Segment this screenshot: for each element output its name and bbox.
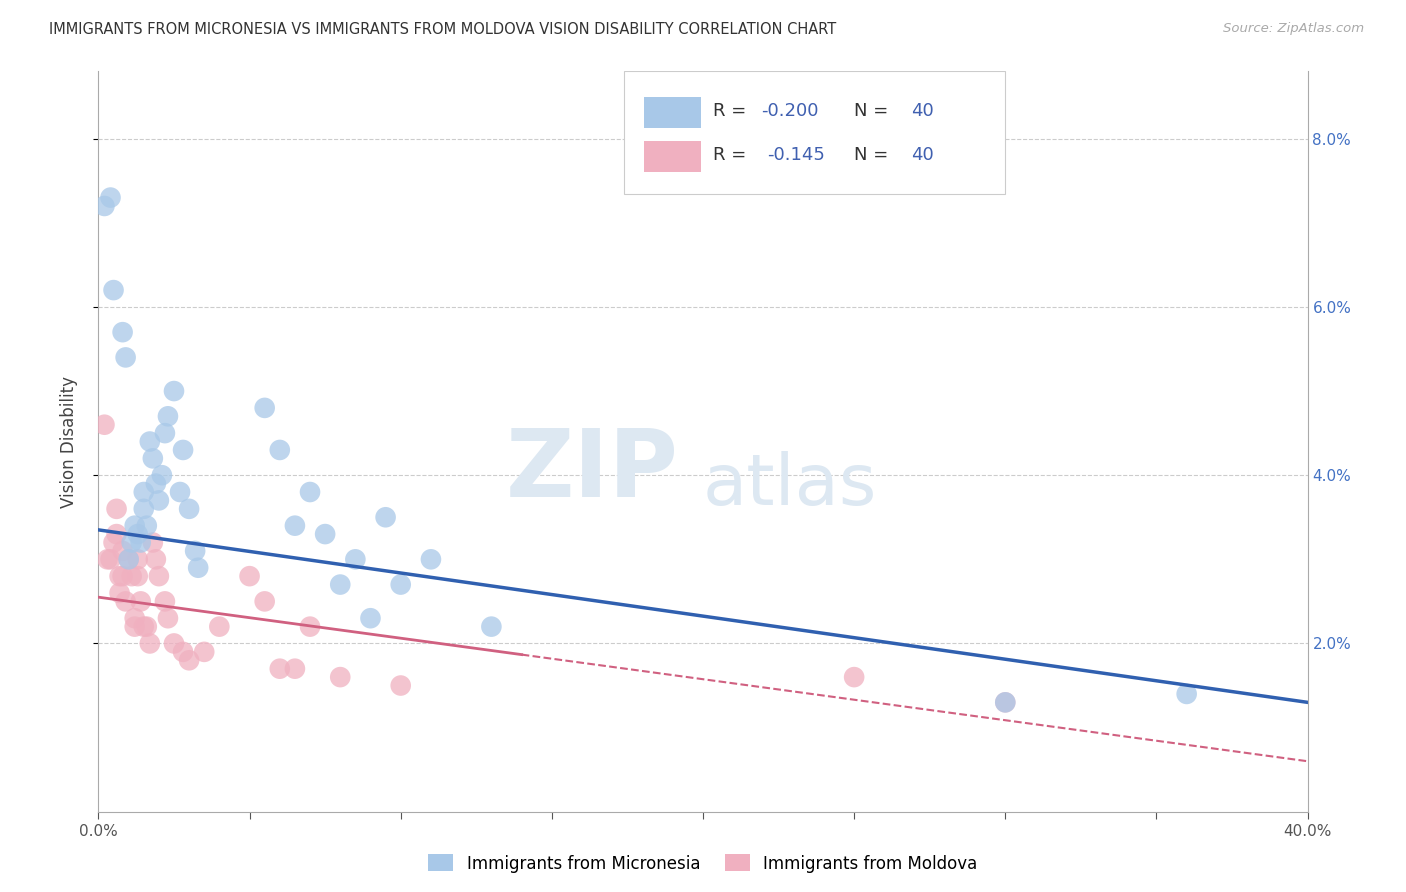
Point bbox=[253, 594, 276, 608]
Point bbox=[329, 670, 352, 684]
Point bbox=[163, 384, 186, 398]
Point bbox=[145, 476, 167, 491]
Text: -0.145: -0.145 bbox=[768, 146, 825, 164]
Point bbox=[360, 611, 382, 625]
Point bbox=[135, 619, 157, 633]
Point bbox=[124, 611, 146, 625]
Text: 40: 40 bbox=[911, 102, 934, 120]
Point bbox=[299, 619, 322, 633]
Point bbox=[269, 442, 291, 457]
Point bbox=[156, 409, 179, 424]
Y-axis label: Vision Disability: Vision Disability bbox=[59, 376, 77, 508]
Point bbox=[163, 636, 186, 650]
Point bbox=[127, 527, 149, 541]
Point bbox=[148, 493, 170, 508]
Point bbox=[124, 619, 146, 633]
Point bbox=[139, 434, 162, 449]
Point bbox=[284, 518, 307, 533]
Point bbox=[150, 468, 173, 483]
Point bbox=[118, 552, 141, 566]
Point bbox=[103, 283, 125, 297]
Point bbox=[127, 569, 149, 583]
FancyBboxPatch shape bbox=[644, 96, 700, 128]
Point bbox=[124, 518, 146, 533]
Point bbox=[994, 695, 1017, 709]
Point bbox=[329, 577, 352, 591]
Point bbox=[100, 552, 122, 566]
Text: N =: N = bbox=[855, 102, 894, 120]
Point bbox=[253, 401, 276, 415]
Point bbox=[114, 594, 136, 608]
Point bbox=[156, 611, 179, 625]
Point bbox=[344, 552, 367, 566]
Point bbox=[314, 527, 336, 541]
FancyBboxPatch shape bbox=[644, 141, 700, 172]
Point bbox=[105, 527, 128, 541]
Point bbox=[108, 569, 131, 583]
Point bbox=[111, 569, 134, 583]
Point bbox=[284, 662, 307, 676]
Legend: Immigrants from Micronesia, Immigrants from Moldova: Immigrants from Micronesia, Immigrants f… bbox=[422, 847, 984, 880]
Point bbox=[1175, 687, 1198, 701]
Text: R =: R = bbox=[713, 146, 758, 164]
Point bbox=[100, 190, 122, 204]
Point bbox=[145, 552, 167, 566]
Point bbox=[420, 552, 443, 566]
Point bbox=[179, 653, 201, 667]
Text: ZIP: ZIP bbox=[506, 425, 679, 517]
Point bbox=[179, 501, 201, 516]
Text: -0.200: -0.200 bbox=[761, 102, 818, 120]
Text: 40: 40 bbox=[911, 146, 934, 164]
Point bbox=[111, 544, 134, 558]
Point bbox=[142, 535, 165, 549]
Point bbox=[132, 501, 155, 516]
Point bbox=[481, 619, 503, 633]
Point bbox=[239, 569, 262, 583]
Point bbox=[105, 501, 128, 516]
Point bbox=[93, 417, 115, 432]
Point bbox=[129, 594, 152, 608]
Point bbox=[172, 442, 194, 457]
Point bbox=[108, 586, 131, 600]
Point bbox=[269, 662, 291, 676]
Point bbox=[153, 594, 176, 608]
Point bbox=[187, 560, 209, 574]
Point bbox=[121, 535, 143, 549]
Point bbox=[127, 552, 149, 566]
Point bbox=[132, 485, 155, 500]
Point bbox=[153, 426, 176, 441]
Point bbox=[118, 552, 141, 566]
Point bbox=[103, 535, 125, 549]
Point bbox=[389, 679, 412, 693]
Point bbox=[374, 510, 396, 524]
Point bbox=[111, 325, 134, 339]
Point bbox=[299, 485, 322, 500]
Point bbox=[139, 636, 162, 650]
Text: IMMIGRANTS FROM MICRONESIA VS IMMIGRANTS FROM MOLDOVA VISION DISABILITY CORRELAT: IMMIGRANTS FROM MICRONESIA VS IMMIGRANTS… bbox=[49, 22, 837, 37]
Point bbox=[135, 518, 157, 533]
Point bbox=[114, 351, 136, 365]
Point bbox=[844, 670, 866, 684]
Point bbox=[129, 535, 152, 549]
Point bbox=[389, 577, 412, 591]
Point bbox=[93, 199, 115, 213]
Point bbox=[169, 485, 191, 500]
Point bbox=[172, 645, 194, 659]
Text: R =: R = bbox=[713, 102, 752, 120]
Point bbox=[994, 695, 1017, 709]
Text: atlas: atlas bbox=[703, 451, 877, 520]
Point bbox=[142, 451, 165, 466]
Text: Source: ZipAtlas.com: Source: ZipAtlas.com bbox=[1223, 22, 1364, 36]
Point bbox=[121, 569, 143, 583]
Point bbox=[184, 544, 207, 558]
Point bbox=[193, 645, 215, 659]
FancyBboxPatch shape bbox=[624, 71, 1005, 194]
Text: N =: N = bbox=[855, 146, 894, 164]
Point bbox=[132, 619, 155, 633]
Point bbox=[148, 569, 170, 583]
Point bbox=[208, 619, 231, 633]
Point bbox=[96, 552, 118, 566]
